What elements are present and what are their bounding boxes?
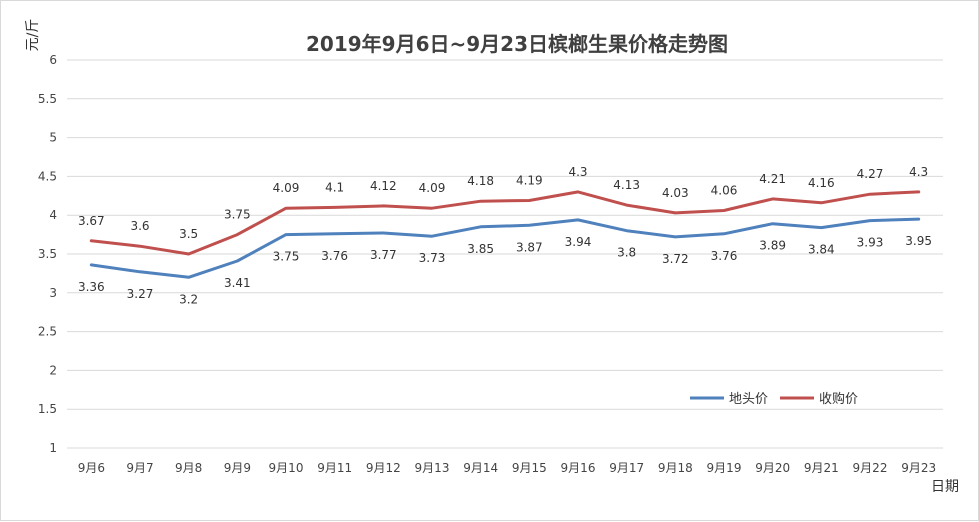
x-tick-label: 9月11 (317, 461, 352, 475)
data-label: 3.76 (321, 249, 348, 263)
data-label: 4.3 (568, 165, 587, 179)
data-label: 4.21 (759, 172, 786, 186)
data-label: 3.77 (370, 248, 397, 262)
x-tick-label: 9月13 (415, 461, 450, 475)
data-label: 3.87 (516, 240, 543, 254)
data-label: 3.67 (78, 214, 105, 228)
y-tick-label: 6 (49, 53, 57, 67)
x-axis-ticks: 9月6 9月7 9月8 9月9 9月10 9月11 9月12 9月13 9月14 9月15 9月16… (78, 461, 936, 475)
x-tick-label: 9月6 (78, 461, 105, 475)
data-label: 3.73 (419, 251, 446, 265)
data-label: 4.09 (273, 181, 300, 195)
y-tick-label: 5.5 (38, 92, 57, 106)
data-label: 3.84 (808, 243, 835, 257)
data-label: 4.06 (711, 184, 738, 198)
data-label: 4.16 (808, 176, 835, 190)
x-tick-label: 9月23 (901, 461, 936, 475)
data-label: 3.85 (467, 242, 494, 256)
y-tick-label: 2 (49, 363, 57, 377)
legend-label-series-2: 收购价 (819, 391, 858, 407)
data-label: 3.2 (179, 292, 198, 306)
y-tick-label: 3.5 (38, 247, 57, 261)
y-tick-label: 1 (49, 441, 57, 455)
series-line-1 (91, 219, 918, 277)
x-tick-label: 9月22 (853, 461, 888, 475)
x-tick-label: 9月21 (804, 461, 839, 475)
data-label: 4.19 (516, 173, 543, 187)
data-label: 3.27 (127, 287, 154, 301)
x-tick-label: 9月8 (175, 461, 202, 475)
data-label: 3.89 (759, 239, 786, 253)
data-label: 3.72 (662, 252, 689, 266)
x-tick-label: 9月16 (561, 461, 596, 475)
y-tick-label: 5 (49, 131, 57, 145)
data-label: 4.03 (662, 186, 689, 200)
chart-title: 2019年9月6日~9月23日槟榔生果价格走势图 (306, 32, 728, 56)
y-tick-label: 4 (49, 208, 57, 222)
data-label: 4.18 (467, 174, 494, 188)
y-axis-ticks: 1 1.5 2 2.5 3 3.5 4 4.5 5 5.5 6 (38, 53, 57, 455)
data-label: 3.8 (617, 246, 636, 260)
x-tick-label: 9月7 (126, 461, 153, 475)
legend: 地头价 收购价 (690, 391, 858, 407)
data-label: 4.12 (370, 179, 397, 193)
x-tick-label: 9月12 (366, 461, 401, 475)
y-tick-label: 1.5 (38, 402, 57, 416)
data-label: 3.6 (130, 219, 149, 233)
data-labels: 3.36 3.27 3.2 3.41 3.75 3.76 3.77 3.73 3.85 3.87 3… (78, 165, 932, 306)
legend-label-series-1: 地头价 (729, 392, 768, 407)
data-label: 3.36 (78, 280, 105, 294)
data-label: 3.93 (857, 236, 884, 250)
x-tick-label: 9月17 (609, 461, 644, 475)
data-label: 4.13 (613, 178, 640, 192)
data-label: 3.76 (711, 249, 738, 263)
y-axis-title: 元/斤 (25, 19, 41, 52)
x-tick-label: 9月9 (224, 461, 251, 475)
x-tick-label: 9月10 (269, 461, 304, 475)
x-axis-title: 日期 (931, 479, 959, 495)
y-tick-label: 4.5 (38, 169, 57, 183)
data-label: 4.3 (909, 165, 928, 179)
x-tick-label: 9月20 (755, 461, 790, 475)
series-lines (91, 192, 918, 277)
data-label: 3.75 (273, 250, 300, 264)
data-label: 4.09 (419, 181, 446, 195)
x-tick-label: 9月14 (463, 461, 498, 475)
x-tick-label: 9月19 (707, 461, 742, 475)
data-label: 3.75 (224, 208, 251, 222)
data-label: 4.1 (325, 180, 344, 194)
series-line-2 (91, 192, 918, 254)
data-label: 3.94 (565, 235, 592, 249)
x-tick-label: 9月15 (512, 461, 547, 475)
data-label: 3.5 (179, 227, 198, 241)
y-tick-label: 3 (49, 286, 57, 300)
data-label: 3.95 (905, 234, 932, 248)
y-tick-label: 2.5 (38, 325, 57, 339)
x-tick-label: 9月18 (658, 461, 693, 475)
data-label: 3.41 (224, 276, 251, 290)
data-label: 4.27 (857, 167, 884, 181)
